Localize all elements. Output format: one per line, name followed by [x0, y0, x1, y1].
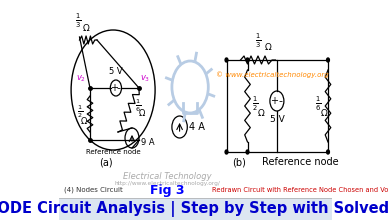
Text: $v_3$: $v_3$	[140, 73, 151, 84]
Text: http://www.electricaltechnology.org/: http://www.electricaltechnology.org/	[114, 180, 220, 185]
Text: -: -	[278, 96, 282, 106]
Text: Fig 3: Fig 3	[150, 183, 184, 196]
Circle shape	[246, 58, 249, 62]
Text: $\frac{1}{2}$: $\frac{1}{2}$	[77, 104, 83, 120]
Text: Ω: Ω	[265, 43, 272, 52]
Text: $\frac{1}{6}$: $\frac{1}{6}$	[316, 95, 322, 113]
Text: $v_2$: $v_2$	[76, 73, 87, 84]
Text: Ω: Ω	[257, 108, 264, 117]
Text: (4) Nodes Circuit: (4) Nodes Circuit	[64, 187, 123, 193]
Text: -: -	[117, 83, 121, 93]
Text: +: +	[270, 96, 278, 106]
Text: Ω: Ω	[321, 108, 328, 117]
Text: Electrical Technology: Electrical Technology	[123, 172, 211, 180]
Text: Redrawn Circuit with Reference Node Chosen and Vo: Redrawn Circuit with Reference Node Chos…	[213, 187, 389, 193]
Text: $\frac{1}{3}$: $\frac{1}{3}$	[255, 32, 261, 50]
Text: $\frac{1}{3}$: $\frac{1}{3}$	[75, 12, 81, 30]
Text: $\frac{1}{2}$: $\frac{1}{2}$	[252, 95, 258, 113]
Text: Ω: Ω	[138, 108, 145, 117]
Text: © www.electricaltechnology.org: © www.electricaltechnology.org	[216, 72, 328, 78]
Circle shape	[326, 150, 330, 154]
Text: 5 V: 5 V	[269, 115, 284, 124]
Circle shape	[326, 58, 330, 62]
Text: Ω: Ω	[81, 117, 87, 125]
Text: 5 V: 5 V	[109, 67, 123, 76]
Circle shape	[246, 150, 249, 154]
FancyBboxPatch shape	[58, 198, 332, 220]
Text: (a): (a)	[99, 157, 113, 167]
Circle shape	[225, 150, 228, 154]
Circle shape	[225, 58, 228, 62]
Text: 9 A: 9 A	[141, 138, 155, 147]
Text: +: +	[110, 83, 118, 93]
Text: $\frac{1}{6}$: $\frac{1}{6}$	[135, 98, 141, 114]
Text: Reference node: Reference node	[262, 157, 338, 167]
Text: Reference node: Reference node	[87, 149, 141, 155]
Text: NODE Circuit Analysis | Step by Step with Solved E: NODE Circuit Analysis | Step by Step wit…	[0, 201, 390, 217]
Text: (b): (b)	[232, 157, 246, 167]
Text: Ω: Ω	[82, 24, 89, 33]
Text: 4 A: 4 A	[190, 122, 205, 132]
